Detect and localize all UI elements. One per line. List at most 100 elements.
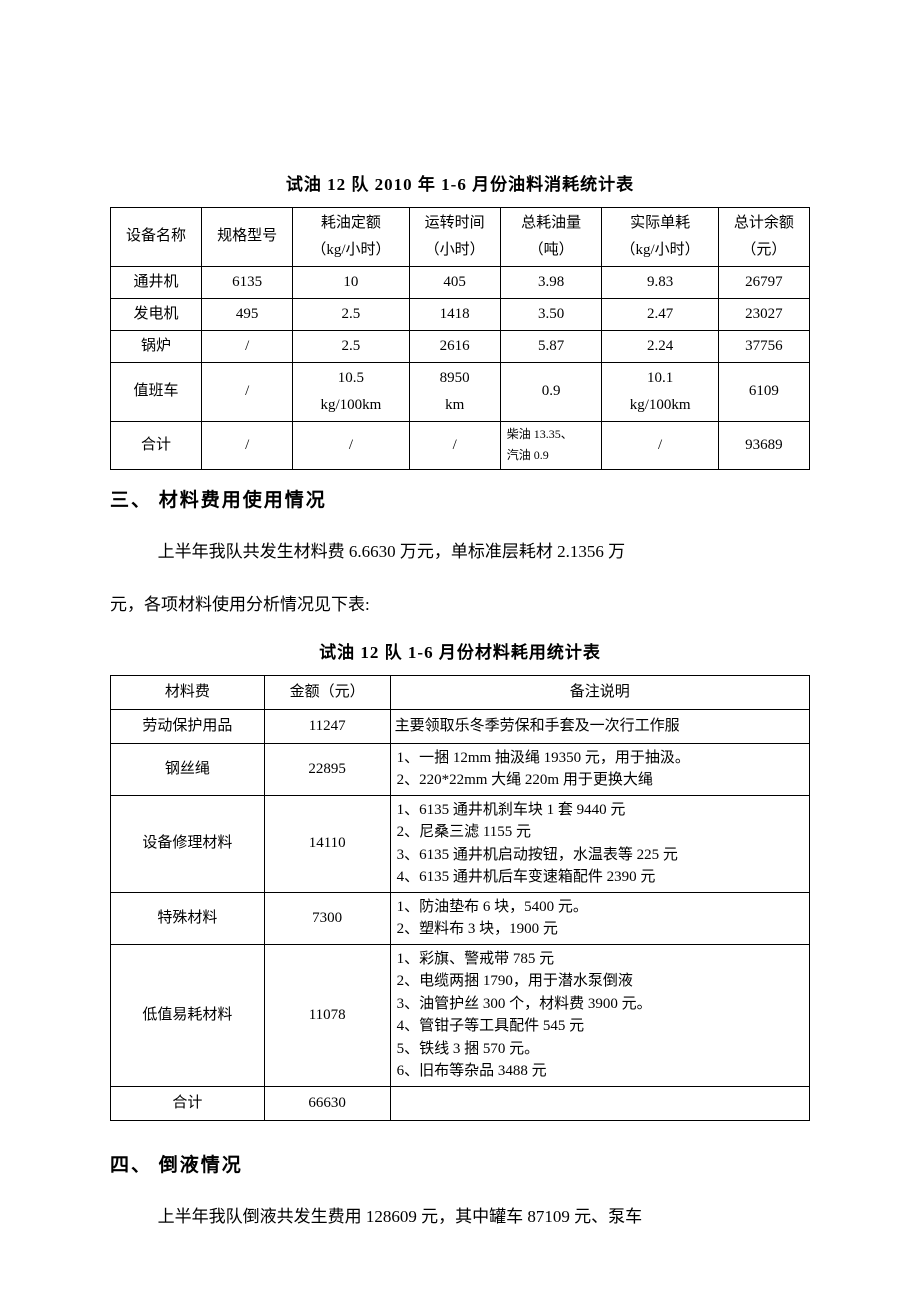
note-line: 3、6135 通井机启动按钮，水温表等 225 元	[395, 844, 805, 867]
table-row: 发电机 495 2.5 1418 3.50 2.47 23027	[111, 298, 810, 330]
note-line: 2、电缆两捆 1790，用于潜水泵倒液	[395, 970, 805, 993]
col-material: 材料费	[111, 675, 265, 709]
col-quota: 耗油定额 （kg/小时）	[293, 207, 409, 266]
cell-line: （元）	[723, 237, 805, 264]
note-line: 1、6135 通井机刹车块 1 套 9440 元	[395, 799, 805, 822]
cell-line: 总计余额	[723, 210, 805, 237]
note-line: 1、彩旗、警戒带 785 元	[395, 948, 805, 971]
note-line: 1、一捆 12mm 抽汲绳 19350 元，用于抽汲。	[395, 747, 805, 770]
cell: 发电机	[111, 298, 202, 330]
section3-para-line2: 元，各项材料使用分析情况见下表:	[110, 585, 810, 624]
cell: 14110	[264, 795, 390, 892]
cell-line: 运转时间	[414, 210, 496, 237]
section4-para: 上半年我队倒液共发生费用 128609 元，其中罐车 87109 元、泵车	[110, 1197, 810, 1236]
table-header-row: 材料费 金额（元） 备注说明	[111, 675, 810, 709]
cell-line: 耗油定额	[297, 210, 404, 237]
cell: 6109	[718, 362, 809, 421]
cell: 2.47	[602, 298, 718, 330]
cell: 23027	[718, 298, 809, 330]
cell-line: km	[414, 392, 496, 419]
cell-line: 总耗油量	[505, 210, 598, 237]
note-line: 6、旧布等杂品 3488 元	[395, 1060, 805, 1083]
cell: 1418	[409, 298, 500, 330]
cell-line: 8950	[414, 365, 496, 392]
cell: 3.98	[500, 266, 602, 298]
cell-line: 汽油 0.9	[507, 445, 598, 467]
cell-line: （kg/小时）	[297, 237, 404, 264]
cell: 低值易耗材料	[111, 944, 265, 1086]
cell: /	[202, 362, 293, 421]
col-notes: 备注说明	[390, 675, 809, 709]
cell: 10	[293, 266, 409, 298]
note-line: 2、220*22mm 大绳 220m 用于更换大绳	[395, 769, 805, 792]
cell-line: （kg/小时）	[606, 237, 713, 264]
table-row: 设备修理材料 14110 1、6135 通井机刹车块 1 套 9440 元 2、…	[111, 795, 810, 892]
note-line: 4、6135 通井机后车变速箱配件 2390 元	[395, 866, 805, 889]
cell-line: kg/100km	[606, 392, 713, 419]
cell: 合计	[111, 1086, 265, 1120]
col-hours: 运转时间 （小时）	[409, 207, 500, 266]
cell-line: （吨）	[505, 237, 598, 264]
cell-notes: 1、一捆 12mm 抽汲绳 19350 元，用于抽汲。 2、220*22mm 大…	[390, 743, 809, 795]
table-row: 劳动保护用品 11247 主要领取乐冬季劳保和手套及一次行工作服	[111, 709, 810, 743]
note-line: 2、尼桑三滤 1155 元	[395, 821, 805, 844]
cell: 柴油 13.35、 汽油 0.9	[500, 421, 602, 469]
col-amount: 金额（元）	[264, 675, 390, 709]
cell: 8950 km	[409, 362, 500, 421]
cell: 37756	[718, 330, 809, 362]
col-total-fuel: 总耗油量 （吨）	[500, 207, 602, 266]
cell-notes: 1、6135 通井机刹车块 1 套 9440 元 2、尼桑三滤 1155 元 3…	[390, 795, 809, 892]
cell-line: 10.1	[606, 365, 713, 392]
cell: 22895	[264, 743, 390, 795]
cell: 93689	[718, 421, 809, 469]
section3-para-line1: 上半年我队共发生材料费 6.6630 万元，单标准层耗材 2.1356 万	[110, 532, 810, 571]
section4-heading: 四、 倒液情况	[110, 1149, 810, 1183]
col-model: 规格型号	[202, 207, 293, 266]
cell: 0.9	[500, 362, 602, 421]
cell: 锅炉	[111, 330, 202, 362]
material-cost-table: 材料费 金额（元） 备注说明 劳动保护用品 11247 主要领取乐冬季劳保和手套…	[110, 675, 810, 1121]
fuel-consumption-table: 设备名称 规格型号 耗油定额 （kg/小时） 运转时间 （小时） 总耗油量 （吨…	[110, 207, 810, 470]
cell-notes: 1、彩旗、警戒带 785 元 2、电缆两捆 1790，用于潜水泵倒液 3、油管护…	[390, 944, 809, 1086]
col-actual: 实际单耗 （kg/小时）	[602, 207, 718, 266]
cell: 设备修理材料	[111, 795, 265, 892]
cell: 66630	[264, 1086, 390, 1120]
cell	[390, 1086, 809, 1120]
table-row: 值班车 / 10.5 kg/100km 8950 km 0.9 10.1 kg/…	[111, 362, 810, 421]
table-row: 钢丝绳 22895 1、一捆 12mm 抽汲绳 19350 元，用于抽汲。 2、…	[111, 743, 810, 795]
cell: 特殊材料	[111, 892, 265, 944]
cell: /	[202, 421, 293, 469]
cell: /	[202, 330, 293, 362]
table-row: 通井机 6135 10 405 3.98 9.83 26797	[111, 266, 810, 298]
cell: 9.83	[602, 266, 718, 298]
cell: 合计	[111, 421, 202, 469]
col-balance: 总计余额 （元）	[718, 207, 809, 266]
cell: /	[602, 421, 718, 469]
cell: 2.5	[293, 298, 409, 330]
cell: 10.5 kg/100km	[293, 362, 409, 421]
cell: /	[293, 421, 409, 469]
table-row: 锅炉 / 2.5 2616 5.87 2.24 37756	[111, 330, 810, 362]
cell: 7300	[264, 892, 390, 944]
note-line: 5、铁线 3 捆 570 元。	[395, 1038, 805, 1061]
cell: 11078	[264, 944, 390, 1086]
cell: 10.1 kg/100km	[602, 362, 718, 421]
cell: 2.5	[293, 330, 409, 362]
cell: 劳动保护用品	[111, 709, 265, 743]
cell-line: 10.5	[297, 365, 404, 392]
cell: /	[409, 421, 500, 469]
cell: 2.24	[602, 330, 718, 362]
table2-title: 试油 12 队 1-6 月份材料耗用统计表	[110, 638, 810, 669]
cell-notes: 1、防油垫布 6 块，5400 元。 2、塑料布 3 块，1900 元	[390, 892, 809, 944]
cell: 6135	[202, 266, 293, 298]
cell: 405	[409, 266, 500, 298]
cell: 5.87	[500, 330, 602, 362]
cell: 2616	[409, 330, 500, 362]
table1-title: 试油 12 队 2010 年 1-6 月份油料消耗统计表	[110, 170, 810, 201]
note-line: 2、塑料布 3 块，1900 元	[395, 918, 805, 941]
cell: 3.50	[500, 298, 602, 330]
table-row: 合计 66630	[111, 1086, 810, 1120]
cell: 通井机	[111, 266, 202, 298]
section3-heading: 三、 材料费用使用情况	[110, 484, 810, 518]
note-line: 3、油管护丝 300 个，材料费 3900 元。	[395, 993, 805, 1016]
